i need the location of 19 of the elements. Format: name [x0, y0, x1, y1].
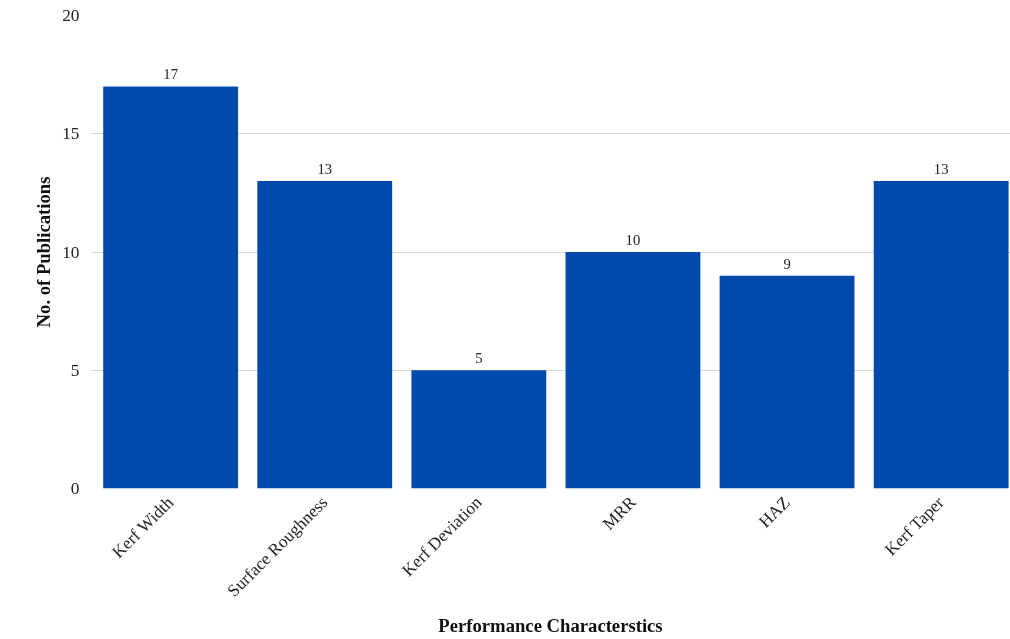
y-axis-title: No. of Publications — [33, 176, 55, 328]
data-label: 9 — [783, 255, 791, 272]
bar — [565, 252, 701, 489]
bar — [873, 181, 1009, 489]
bar — [411, 370, 547, 489]
y-tick-label: 15 — [62, 124, 80, 144]
x-axis-title: Performance Characterstics — [438, 615, 663, 637]
y-tick-label: 10 — [62, 242, 80, 262]
bar — [719, 275, 855, 489]
data-label: 5 — [475, 350, 483, 367]
data-label: 13 — [317, 160, 333, 177]
bar — [257, 181, 393, 489]
y-tick-label: 0 — [70, 479, 80, 498]
y-tick-label: 5 — [70, 360, 80, 380]
data-label: 17 — [163, 66, 178, 83]
bar — [103, 86, 239, 489]
data-label: 13 — [933, 160, 949, 177]
data-label: 10 — [625, 231, 641, 248]
y-tick-label: 20 — [62, 6, 80, 25]
